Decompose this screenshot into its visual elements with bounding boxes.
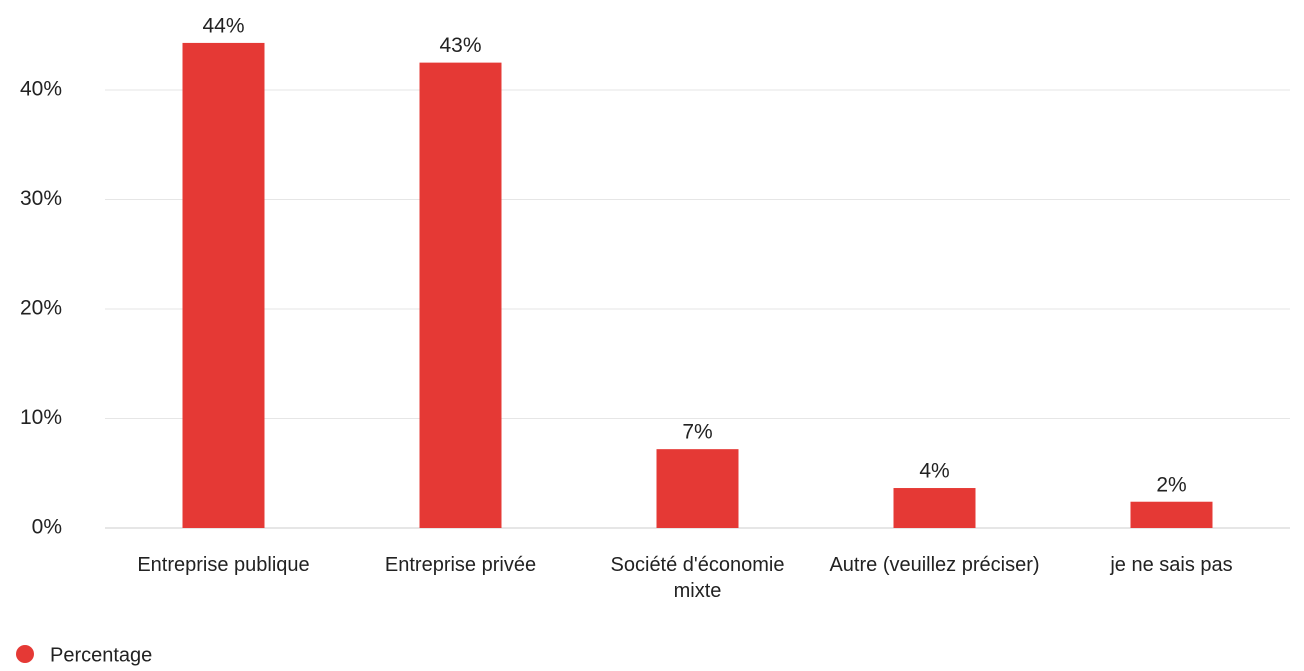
y-tick-label: 10% (20, 406, 62, 429)
bar (1130, 501, 1213, 528)
x-tick-label: Entreprise privée (384, 554, 537, 576)
y-tick-label: 20% (20, 297, 62, 320)
bar (656, 449, 739, 528)
bar (419, 62, 502, 528)
value-label: 4% (919, 460, 949, 483)
y-tick-label: 40% (20, 78, 62, 101)
x-tick-label: Autre (veuillez préciser) (829, 554, 1040, 576)
value-label: 43% (439, 34, 481, 57)
value-label: 7% (682, 421, 712, 444)
x-tick-label: je ne sais pas (1110, 554, 1233, 576)
legend-marker (16, 645, 34, 663)
value-label: 44% (202, 14, 244, 37)
x-tick-label: Société d'économie mixte (610, 554, 785, 602)
x-tick-label: Entreprise publique (137, 554, 310, 576)
y-tick-label: 30% (20, 187, 62, 210)
bar (182, 42, 265, 528)
value-label: 2% (1156, 473, 1186, 496)
y-tick-label: 0% (32, 516, 62, 539)
legend-label: Percentage (50, 644, 152, 666)
bar (893, 488, 976, 528)
